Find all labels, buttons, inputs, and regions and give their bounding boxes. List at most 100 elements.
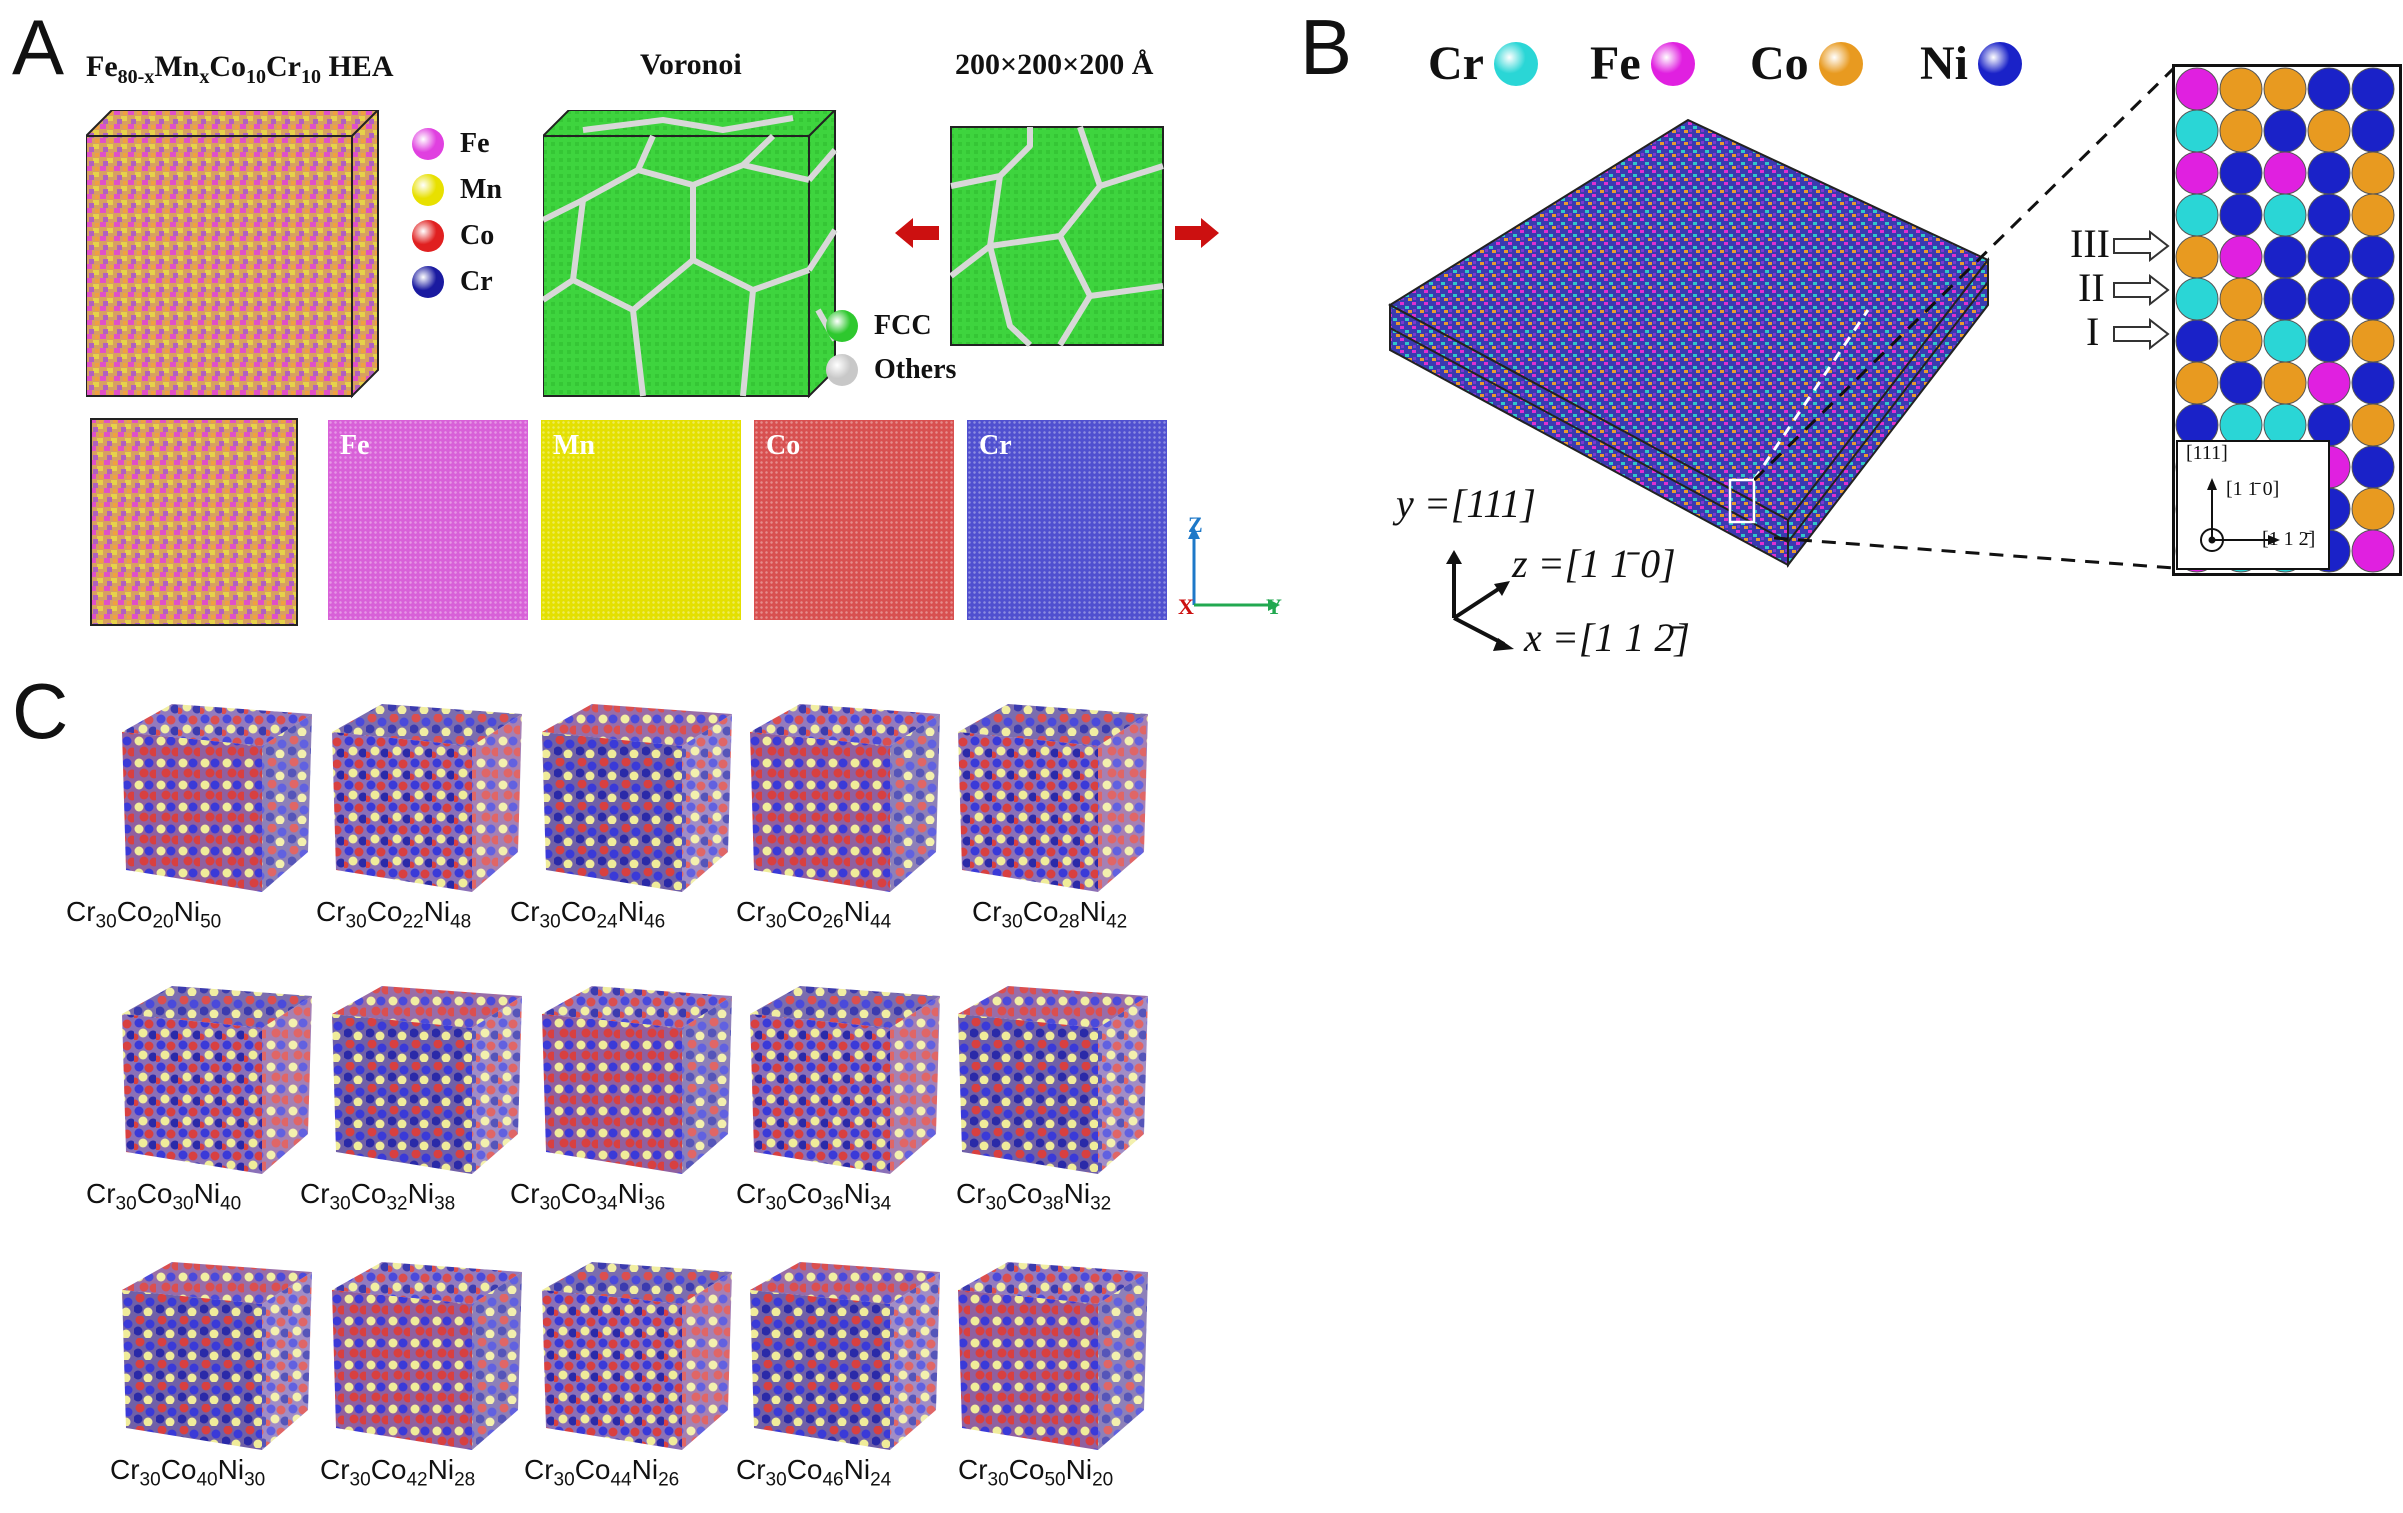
lattice-atom [2351,193,2395,237]
lattice-atom [2307,109,2351,153]
voronoi-cube [543,110,838,399]
legend-label: Co [460,220,495,251]
composition-cell: Cr30Co38Ni32 [948,974,1158,1215]
legend-b-fe: Fe [1590,36,1695,91]
lattice-atom [2175,319,2219,363]
lattice-atom [2307,67,2351,111]
composition-cell: Cr30Co20Ni50 [66,692,322,933]
voronoi-slice [950,126,1164,348]
axes-icon [1188,527,1280,611]
atom-cube [122,986,312,1174]
legend-cr: Cr [412,266,493,298]
atom-cube [542,1262,732,1450]
box-size-label: 200×200×200 Å [955,48,1154,81]
structure-legend-others: Others [826,354,956,386]
lattice-atom [2263,151,2307,195]
cr-ball-icon [1493,41,1538,86]
layer-label-i: I [2086,309,2100,354]
inset-axis-right: [1 1 2̄] [2262,528,2316,550]
lattice-atom [2175,277,2219,321]
axis-z-label: Z [1188,512,1203,537]
lattice-atom [2351,235,2395,279]
composition-label: Cr30Co32Ni38 [300,1178,456,1215]
composition-cell: Cr30Co46Ni24 [736,1250,950,1491]
legend-label: Fe [460,128,490,159]
lattice-atom [2219,193,2263,237]
axis-x-label: X [1178,594,1194,619]
lattice-atom [2263,319,2307,363]
lattice-atom [2175,235,2219,279]
composition-label: Cr30Co20Ni50 [66,896,222,933]
composition-cell: Cr30Co26Ni44 [736,692,950,933]
element-map-label: Co [766,430,801,461]
panel-a-letter: A [12,3,65,91]
atom-cube [958,986,1148,1174]
composition-cell: Cr30Co36Ni34 [736,974,950,1215]
legend-label: Others [874,354,957,385]
legend-label: Cr [1428,37,1484,90]
lattice-atom [2351,445,2395,489]
atom-cube [958,704,1148,892]
atom-cube [750,986,940,1174]
axis-z-direction: z =[1 1̄ 0] [1512,541,1676,586]
hea-cube [86,110,380,399]
composition-cell: Cr30Co44Ni26 [524,1250,742,1491]
ni-ball-icon [1978,41,2022,86]
element-map-fe: Fe [328,420,528,620]
atom-cube [542,704,732,892]
mn-ball-icon [412,174,444,206]
legend-label: Fe [1590,37,1641,90]
layer-label-iii: III [2070,221,2110,266]
lattice-atom [2175,361,2219,405]
composition-label: Cr30Co30Ni40 [86,1178,242,1215]
panel-a-title: Fe80-xMnxCo10Cr10 HEA [86,50,394,88]
element-map-label: Cr [979,430,1012,461]
legend-fe: Fe [412,128,490,160]
atom-cube [750,1262,940,1450]
composition-cell: Cr30Co24Ni46 [510,692,742,933]
element-map-label: Fe [340,430,370,461]
atom-cube [332,704,522,892]
inset-axes-box [2176,440,2330,570]
legend-label: Cr [460,266,493,297]
structure-legend-fcc: FCC [826,310,932,342]
lattice-atom [2263,235,2307,279]
composition-label: Cr30Co40Ni30 [110,1454,266,1491]
lattice-atom [2219,319,2263,363]
inset-axis-center: [1 1̄ 0] [2226,478,2280,500]
left-arrow-icon [895,218,939,248]
fcc-ball-icon [826,310,858,342]
legend-label: Mn [460,174,502,205]
legend-b-co: Co [1750,36,1863,91]
fe-ball-icon [1650,41,1695,86]
composition-cell: Cr30Co40Ni30 [110,1250,322,1491]
composition-cell: Cr30Co34Ni36 [510,974,742,1215]
lattice-atom [2307,151,2351,195]
lattice-atom [2263,193,2307,237]
lattice-atom [2175,109,2219,153]
panel-c-letter: C [12,667,69,755]
layer-arrow-icon [2113,274,2170,306]
lattice-atom [2263,109,2307,153]
lattice-atom [2351,361,2395,405]
others-ball-icon [826,354,858,386]
lattice-atom [2263,361,2307,405]
lattice-atom [2263,277,2307,321]
composition-cell: Cr30Co50Ni20 [948,1250,1158,1491]
atom-cube [122,1262,312,1450]
lattice-atom [2175,193,2219,237]
lattice-atom [2351,67,2395,111]
lattice-atom [2263,67,2307,111]
legend-mn: Mn [412,174,502,206]
co-ball-icon [1818,41,1863,86]
lattice-atom [2175,67,2219,111]
axis-y-label: Y [1266,594,1282,619]
axis-y-direction: y =[111] [1396,481,1536,526]
composition-label: Cr30Co38Ni32 [956,1178,1112,1215]
lattice-atom [2351,319,2395,363]
composition-cell: Cr30Co30Ni40 [86,974,322,1215]
lattice-atom [2351,109,2395,153]
panel-b-letter: B [1300,3,1353,91]
axis-x-direction: x =[1 1 2̄] [1524,615,1690,660]
lattice-atom [2219,151,2263,195]
